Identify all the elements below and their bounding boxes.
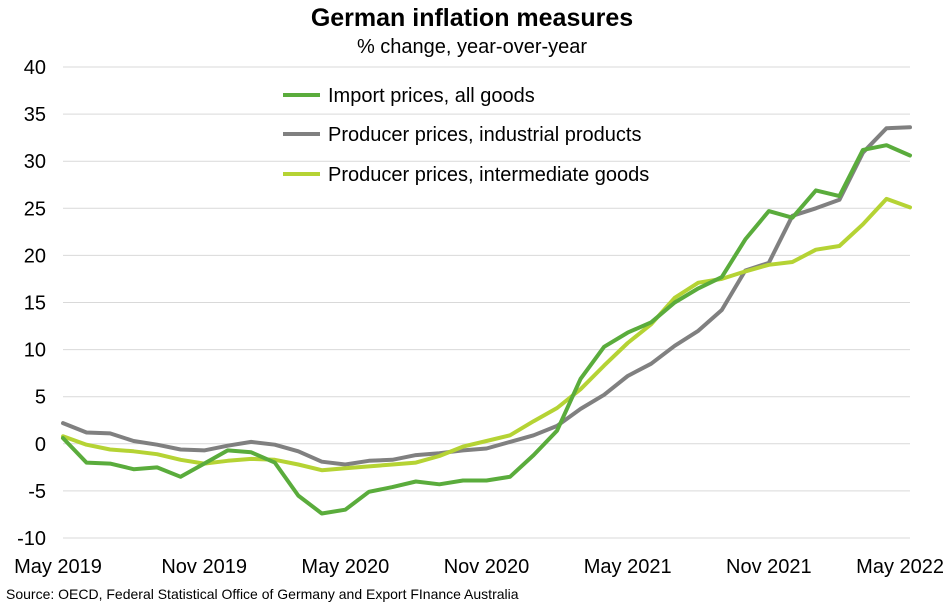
y-tick-label: 35 — [24, 104, 46, 126]
y-tick-label: 0 — [35, 434, 46, 456]
y-tick-label: -5 — [28, 481, 46, 503]
legend-label: Import prices, all goods — [328, 85, 535, 107]
legend-label: Producer prices, industrial products — [328, 124, 641, 146]
x-axis: May 2019 Nov 2019 May 2020 Nov 2020 May 2021… — [14, 556, 944, 578]
y-tick-label: 25 — [24, 198, 46, 220]
source-note: Source: OECD, Federal Statistical Office… — [6, 586, 519, 602]
y-tick-label: 10 — [24, 340, 46, 362]
x-tick-label: Nov 2021 — [726, 556, 812, 578]
series-line-0 — [61, 143, 912, 516]
y-tick-label: 15 — [24, 293, 46, 315]
series-lines — [61, 125, 912, 516]
legend: Import prices, all goods Producer prices,… — [283, 85, 649, 186]
x-tick-label: May 2022 — [856, 556, 944, 578]
y-tick-label: 40 — [24, 57, 46, 79]
gridlines — [63, 66, 910, 539]
x-tick-label: Nov 2019 — [161, 556, 247, 578]
y-tick-label: 30 — [24, 151, 46, 173]
legend-label: Producer prices, intermediate goods — [328, 164, 649, 186]
x-tick-label: Nov 2020 — [444, 556, 530, 578]
y-axis: 40 35 30 25 20 15 10 5 0 -5 -10 — [17, 57, 46, 550]
x-tick-label: May 2021 — [584, 556, 672, 578]
chart-subtitle: % change, year-over-year — [357, 36, 587, 58]
y-tick-label: -10 — [17, 528, 46, 550]
x-tick-label: May 2019 — [14, 556, 102, 578]
y-tick-label: 5 — [35, 387, 46, 409]
chart-title: German inflation measures — [311, 4, 633, 32]
x-tick-label: May 2020 — [301, 556, 389, 578]
y-tick-label: 20 — [24, 245, 46, 267]
series-line-2 — [61, 196, 912, 473]
